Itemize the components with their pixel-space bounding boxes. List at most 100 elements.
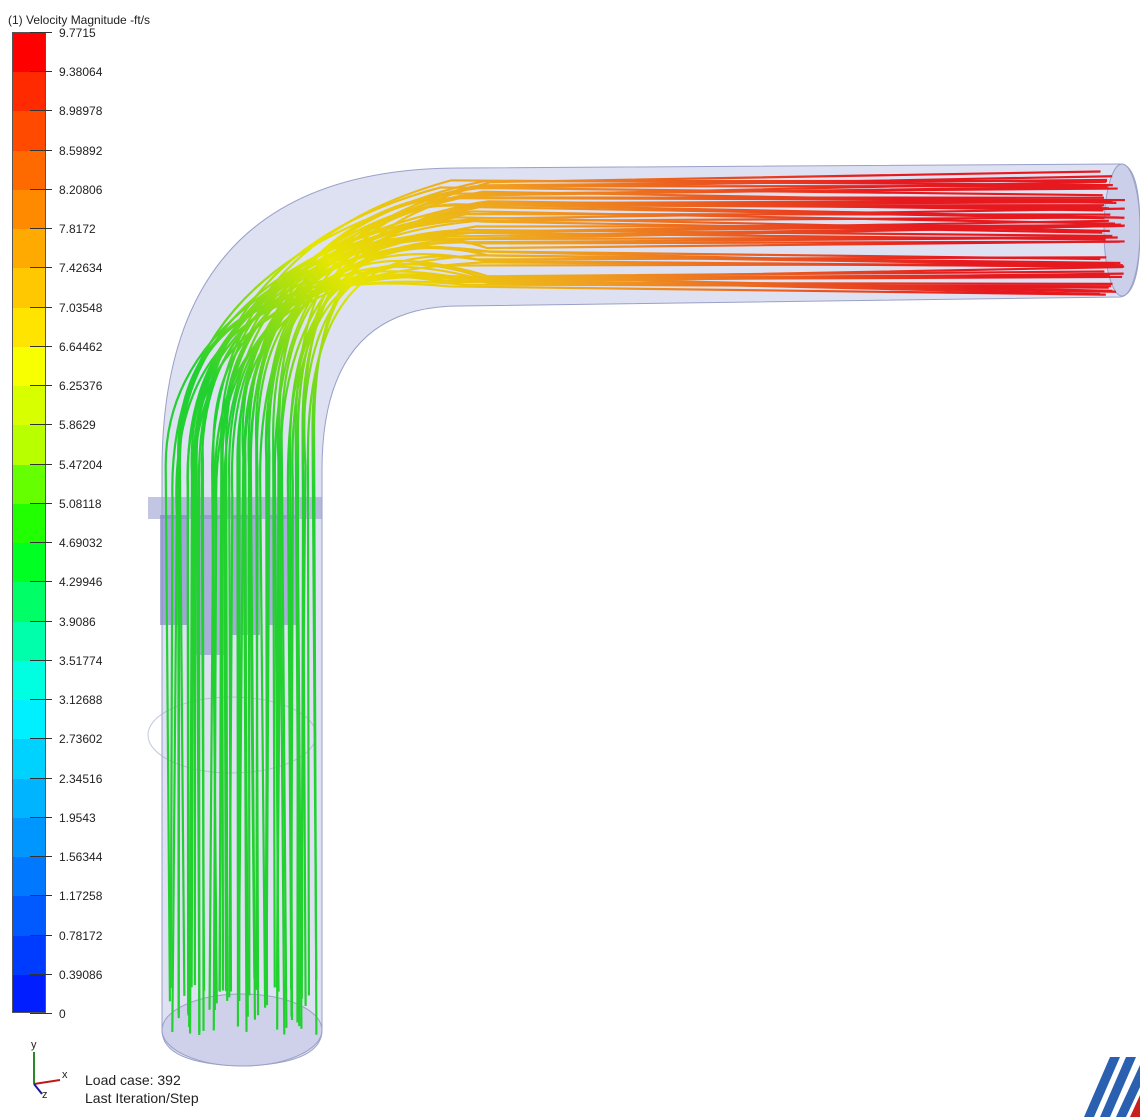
legend-tick: [30, 738, 52, 740]
load-case-text: Load case: 392: [85, 1072, 181, 1088]
legend-band: [13, 817, 45, 859]
legend-tick: [30, 502, 52, 504]
legend-label: 5.08118: [59, 496, 102, 511]
legend-tick: [30, 345, 52, 347]
streamline: [228, 273, 1109, 992]
streamline: [280, 229, 1113, 1028]
streamline: [249, 224, 1124, 1020]
legend-tick: [30, 267, 52, 269]
legend-band: [13, 111, 45, 152]
streamline: [208, 274, 1113, 1010]
legend-tick: [30, 306, 52, 308]
axis-x-label: x: [62, 1069, 68, 1081]
legend-tick: [30, 699, 52, 701]
axis-z-label: z: [42, 1089, 48, 1101]
legend-band: [13, 700, 45, 741]
streamline: [197, 186, 1103, 1035]
legend-label: 5.47204: [59, 457, 103, 472]
streamline: [286, 245, 1101, 1017]
legend-band: [13, 72, 45, 113]
streamline: [296, 196, 1105, 1029]
legend-band: [13, 189, 45, 231]
streamline: [220, 223, 1103, 991]
legend-tick: [30, 542, 52, 544]
legend-tick: [30, 777, 52, 779]
iteration-text: Last Iteration/Step: [85, 1090, 199, 1106]
streamline: [254, 212, 1111, 1016]
streamline: [289, 262, 1105, 989]
streamline: [243, 246, 1122, 1017]
streamline: [223, 179, 1107, 992]
legend-band: [13, 582, 45, 623]
legend-tick: [30, 385, 52, 387]
streamline: [289, 263, 1101, 1021]
legend-title: (1) Velocity Magnitude -ft/s: [8, 13, 151, 27]
streamline: [276, 203, 1125, 1030]
streamline: [237, 236, 1118, 993]
streamline: [306, 255, 1119, 996]
streamline: [311, 200, 1104, 980]
legend-tick: [30, 659, 52, 661]
legend-tick: [30, 228, 52, 230]
streamline: [300, 262, 1113, 999]
legend-band: [13, 778, 45, 819]
legend-tick: [30, 188, 52, 190]
legend-tick: [30, 934, 52, 936]
streamline: [211, 179, 1113, 1004]
legend-label: 7.8172: [59, 222, 96, 237]
legend-band: [13, 935, 45, 976]
streamline: [236, 265, 1124, 1027]
streamline: [228, 272, 1124, 998]
legend-band: [13, 857, 45, 898]
legend-band: [13, 896, 45, 937]
legend-label: 1.56344: [59, 850, 103, 865]
streamline: [259, 178, 1108, 1008]
legend-label: 0: [59, 1007, 66, 1021]
streamline: [278, 196, 1125, 1035]
streamline: [264, 224, 1120, 1006]
streamline: [272, 259, 1115, 988]
legend-tick: [30, 973, 52, 975]
legend-band: [13, 543, 45, 584]
legend-label: 9.38064: [59, 65, 103, 80]
company-logo: [1084, 1057, 1140, 1117]
legend-label: 7.03548: [59, 300, 103, 315]
legend-tick: [30, 71, 52, 73]
legend-band: [13, 307, 45, 348]
legend-label: 3.12688: [59, 693, 103, 708]
legend-label: 8.59892: [59, 143, 103, 158]
axis-triad: y x z: [31, 1039, 68, 1101]
legend-tick: [30, 856, 52, 858]
legend-band: [13, 503, 45, 545]
streamline: [265, 253, 1107, 995]
legend-band: [13, 33, 45, 74]
legend-label: 1.9543: [59, 810, 96, 825]
legend-label: 3.51774: [59, 653, 103, 668]
legend-tick: [30, 581, 52, 583]
legend-band: [13, 229, 45, 270]
streamline: [312, 236, 1125, 1035]
streamline: [296, 247, 1121, 1023]
legend-label: 1.17258: [59, 889, 103, 904]
streamline: [299, 236, 1120, 991]
legend-label: 3.9086: [59, 614, 96, 629]
legend-tick: [30, 32, 52, 33]
legend-label: 2.34516: [59, 771, 103, 786]
legend-label: 9.7715: [59, 26, 96, 40]
legend-label: 5.8629: [59, 418, 96, 433]
legend-band: [13, 425, 45, 466]
streamline: [213, 254, 1123, 1011]
streamline: [218, 270, 1110, 991]
legend-label: 6.64462: [59, 339, 103, 354]
legend-band: [13, 739, 45, 780]
streamline: [301, 190, 1117, 1007]
legend-tick: [30, 895, 52, 897]
streamline: [275, 199, 1110, 988]
legend-tick: [30, 424, 52, 426]
legend-tick: [30, 463, 52, 465]
legend-band: [13, 974, 45, 1012]
streamline: [255, 265, 1108, 990]
pipe-inlet: [161, 993, 323, 1067]
